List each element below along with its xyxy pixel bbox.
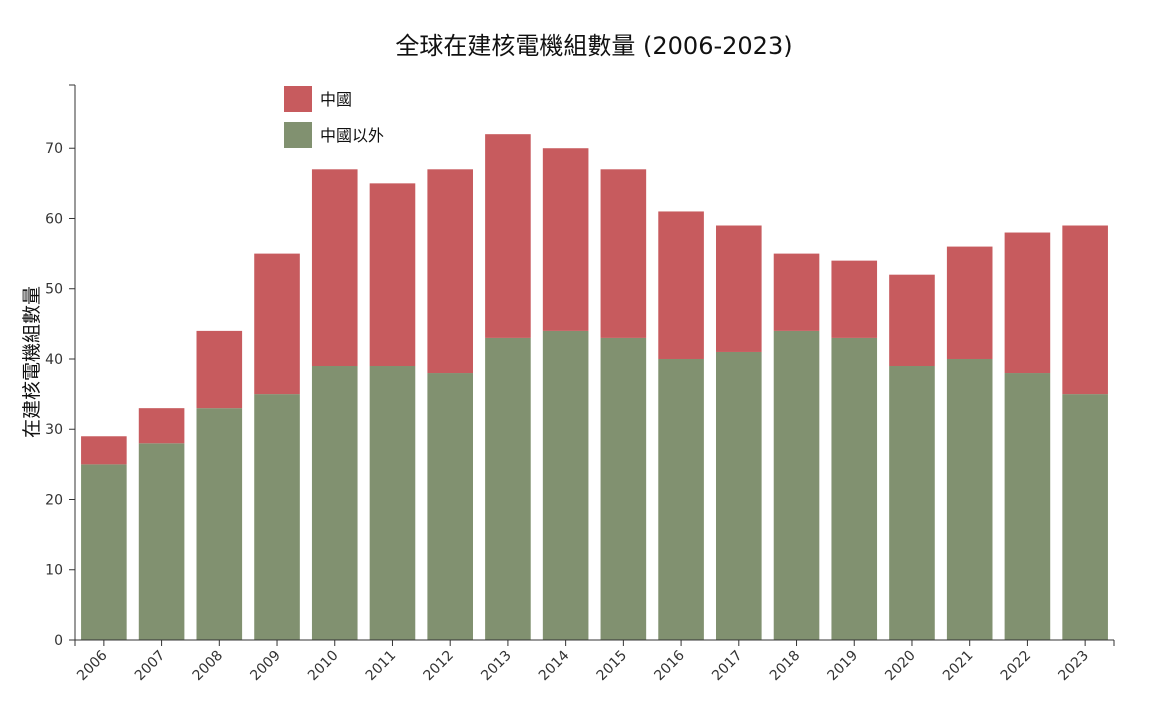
bar-outside-china-2017 xyxy=(716,351,762,640)
x-tick-label-2007: 2007 xyxy=(132,648,169,685)
x-tick-label-2019: 2019 xyxy=(825,648,862,685)
bar-china-2010 xyxy=(311,169,358,367)
bar-outside-china-2019 xyxy=(831,337,878,640)
bar-outside-china-2020 xyxy=(889,366,935,640)
y-axis-label: 在建核電機組數量 xyxy=(21,286,43,438)
x-tick-label-2017: 2017 xyxy=(709,648,746,685)
x-tick-label-2018: 2018 xyxy=(767,648,804,685)
y-tick-label-70: 70 xyxy=(45,141,63,157)
x-tick-label-2014: 2014 xyxy=(536,647,573,684)
y-tick-label-60: 60 xyxy=(45,211,63,227)
legend: 中國 中國以外 xyxy=(284,86,384,148)
bar-china-2017 xyxy=(716,225,762,352)
bar-outside-china-2014 xyxy=(542,330,589,640)
x-axis: 2006 2007 2008 2009 2010 2011 2012 2013 2014 2015… xyxy=(74,639,1115,685)
x-tick-label-2023: 2023 xyxy=(1055,648,1092,685)
bar-china-2019 xyxy=(831,260,878,338)
y-tick-label-40: 40 xyxy=(45,352,63,368)
bar-china-2014 xyxy=(542,148,589,331)
x-tick-label-2011: 2011 xyxy=(363,648,400,685)
bar-china-2016 xyxy=(658,211,704,359)
x-tick-label-2012: 2012 xyxy=(421,648,458,685)
bar-china-2015 xyxy=(600,169,647,338)
bar-outside-china-2007 xyxy=(138,443,185,640)
bar-china-2021 xyxy=(946,246,993,359)
bar-china-2022 xyxy=(1004,232,1051,374)
y-axis: 0 10 20 30 40 50 60 70 xyxy=(45,84,76,649)
x-tick-label-2015: 2015 xyxy=(594,648,631,685)
x-tick-label-2021: 2021 xyxy=(940,648,977,685)
y-tick-label-30: 30 xyxy=(45,422,63,438)
x-tick-label-2016: 2016 xyxy=(651,647,688,684)
bar-china-2012 xyxy=(427,169,473,374)
chart-title: 全球在建核電機組數量 (2006-2023) xyxy=(395,32,792,60)
x-tick-label-2022: 2022 xyxy=(998,648,1035,685)
x-tick-label-2009: 2009 xyxy=(247,648,284,685)
bar-china-2013 xyxy=(485,134,531,338)
legend-label-china: 中國 xyxy=(320,90,352,109)
x-tick-label-2006: 2006 xyxy=(74,647,111,684)
bar-china-2009 xyxy=(254,253,300,395)
legend-swatch-outside-china xyxy=(284,122,312,148)
bar-outside-china-2011 xyxy=(369,366,416,640)
bar-outside-china-2009 xyxy=(254,394,300,640)
bar-outside-china-2018 xyxy=(773,330,820,640)
bar-outside-china-2021 xyxy=(946,358,993,640)
x-tick-label-2008: 2008 xyxy=(190,648,227,685)
bar-outside-china-2006 xyxy=(81,464,127,640)
bar-china-2007 xyxy=(138,408,185,444)
bar-outside-china-2010 xyxy=(311,366,358,640)
x-tick-label-2020: 2020 xyxy=(882,648,919,685)
y-tick-label-20: 20 xyxy=(45,492,63,508)
bar-outside-china-2008 xyxy=(196,408,243,640)
bar-china-2020 xyxy=(889,274,935,367)
bar-china-2023 xyxy=(1062,225,1108,395)
bar-china-2008 xyxy=(196,330,243,409)
bar-outside-china-2013 xyxy=(485,337,531,640)
bar-china-2018 xyxy=(773,253,820,331)
bar-outside-china-2023 xyxy=(1062,394,1108,640)
x-tick-label-2013: 2013 xyxy=(478,648,515,685)
bar-china-2011 xyxy=(369,183,416,367)
bar-outside-china-2012 xyxy=(427,373,473,640)
bar-china-2006 xyxy=(81,436,127,465)
y-tick-label-0: 0 xyxy=(54,633,63,649)
bars-group xyxy=(81,134,1108,640)
y-tick-label-10: 10 xyxy=(45,563,63,579)
legend-swatch-china xyxy=(284,86,312,112)
legend-label-outside-china: 中國以外 xyxy=(320,126,384,145)
bar-outside-china-2016 xyxy=(658,358,704,640)
bar-outside-china-2015 xyxy=(600,337,647,640)
bar-outside-china-2022 xyxy=(1004,373,1051,640)
y-tick-label-50: 50 xyxy=(45,282,63,298)
x-tick-label-2010: 2010 xyxy=(305,648,342,685)
